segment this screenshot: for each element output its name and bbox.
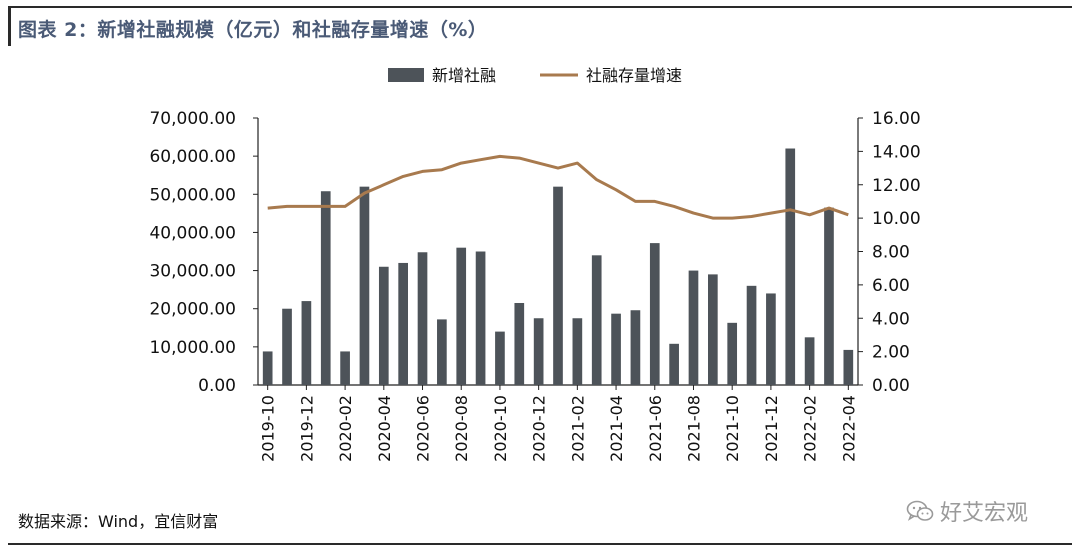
legend-label-bar: 新增社融 xyxy=(432,66,496,85)
x-tick-label: 2021-10 xyxy=(723,395,742,462)
y-right-tick-label: 8.00 xyxy=(872,243,910,263)
x-tick-label: 2021-02 xyxy=(568,395,587,462)
bar-2022-04 xyxy=(843,349,854,385)
bar-2019-12 xyxy=(301,301,312,385)
bar-2022-01 xyxy=(785,148,796,385)
bar-2020-09 xyxy=(475,251,486,385)
y-right-tick-label: 4.00 xyxy=(872,309,910,329)
bar-2020-03 xyxy=(359,186,370,385)
bar-2021-03 xyxy=(591,255,602,385)
y-left-tick-label: 50,000.00 xyxy=(149,185,236,205)
wechat-icon xyxy=(906,500,934,521)
bar-2021-06 xyxy=(649,243,660,385)
x-tick-label: 2020-08 xyxy=(452,395,471,462)
x-tick-label: 2021-04 xyxy=(607,395,626,462)
title-left-rule xyxy=(8,6,11,46)
bar-2021-10 xyxy=(727,322,738,385)
x-tick-label: 2021-12 xyxy=(762,395,781,462)
source-note: 数据来源：Wind，宜信财富 xyxy=(18,512,219,531)
x-tick-label: 2020-02 xyxy=(336,395,355,462)
x-tick-label: 2019-12 xyxy=(297,395,316,462)
y-left-tick-label: 40,000.00 xyxy=(149,223,236,243)
growth-line xyxy=(267,154,849,220)
bar-2020-06 xyxy=(417,252,428,385)
y-right-tick-label: 2.00 xyxy=(872,343,910,363)
y-left-tick-label: 10,000.00 xyxy=(149,338,236,358)
watermark-text: 好艾宏观 xyxy=(940,501,1029,526)
bar-2020-02 xyxy=(340,351,350,385)
y-right-tick-label: 10.00 xyxy=(872,209,921,229)
bar-2021-04 xyxy=(611,313,621,385)
bar-2020-01 xyxy=(320,191,331,385)
bar-2021-12 xyxy=(766,293,776,385)
legend-bar-swatch xyxy=(388,68,424,82)
y-left-tick-label: 0.00 xyxy=(198,376,236,396)
y-left-tick-label: 70,000.00 xyxy=(149,109,236,129)
x-tick-label: 2022-02 xyxy=(801,395,820,462)
bar-2020-05 xyxy=(398,262,408,385)
legend-label-line: 社融存量增速 xyxy=(586,66,682,85)
bar-2020-07 xyxy=(437,319,447,385)
bar-2019-10 xyxy=(262,351,273,385)
y-right-tick-label: 14.00 xyxy=(872,142,921,162)
x-tick-label: 2022-04 xyxy=(839,395,858,462)
bar-2020-08 xyxy=(456,247,467,385)
title-top-rule xyxy=(8,6,1072,8)
bar-2020-11 xyxy=(514,302,525,385)
bar-2019-11 xyxy=(282,308,292,385)
chart-title: 图表 2：新增社融规模（亿元）和社融存量增速（%） xyxy=(18,19,488,41)
bar-2021-09 xyxy=(708,274,718,385)
bar-2022-03 xyxy=(824,207,834,385)
y-left-tick-label: 30,000.00 xyxy=(149,262,236,282)
y-right-tick-label: 12.00 xyxy=(872,176,921,196)
y-left-tick-label: 60,000.00 xyxy=(149,147,236,167)
y-right-tick-label: 6.00 xyxy=(872,276,910,296)
title-bar: 图表 2：新增社融规模（亿元）和社融存量增速（%） xyxy=(8,6,1072,46)
x-tick-label: 2021-08 xyxy=(684,395,703,462)
bottom-rule xyxy=(8,543,1072,545)
watermark: 好艾宏观 xyxy=(906,496,1028,526)
x-tick-label: 2020-04 xyxy=(375,395,394,462)
bar-2021-01 xyxy=(553,186,563,385)
chart-canvas: 新增社融 社融存量增速 0.00 10,000.00 20,000.00 30,000.0… xyxy=(149,66,921,462)
x-tick-label: 2020-10 xyxy=(491,395,510,462)
bar-2021-07 xyxy=(669,343,679,385)
y-left-tick-label: 20,000.00 xyxy=(149,300,236,320)
x-tick-label: 2021-06 xyxy=(646,395,665,462)
y-right-tick-label: 0.00 xyxy=(872,376,910,396)
bar-2021-08 xyxy=(688,270,699,385)
bar-2020-04 xyxy=(378,266,389,385)
x-tick-label: 2020-12 xyxy=(530,395,549,462)
bar-2021-11 xyxy=(746,285,757,385)
y-right-tick-label: 16.00 xyxy=(872,109,921,129)
bar-2021-05 xyxy=(630,310,641,385)
bar-2020-10 xyxy=(495,331,505,385)
bar-2021-02 xyxy=(572,318,583,385)
x-tick-label: 2019-10 xyxy=(259,395,278,462)
bar-2022-02 xyxy=(804,337,815,385)
x-tick-label: 2020-06 xyxy=(414,395,433,462)
bar-2020-12 xyxy=(533,318,544,385)
